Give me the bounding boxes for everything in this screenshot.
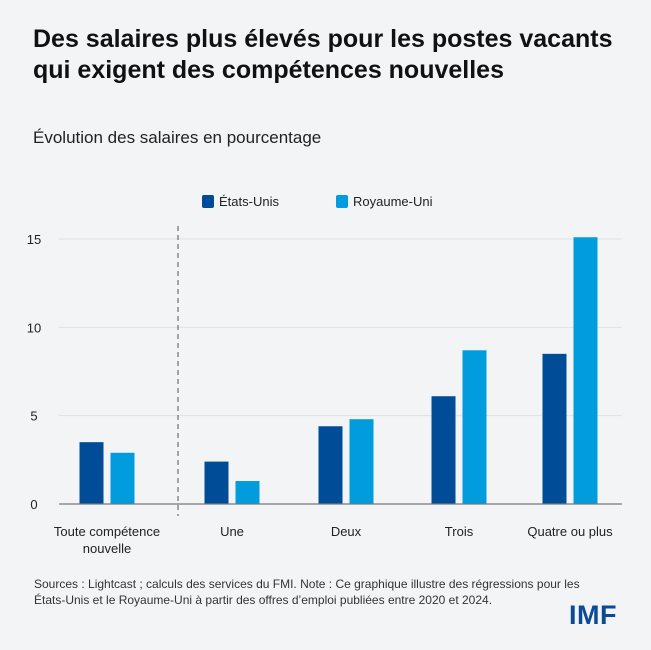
- imf-logo: IMF: [569, 600, 617, 630]
- bar-us: [542, 353, 567, 504]
- source-note: Sources : Lightcast ; calculs des servic…: [34, 577, 580, 607]
- bar-us: [318, 426, 343, 504]
- x-tick-label: Deux: [331, 524, 362, 539]
- legend-swatch-us: [202, 195, 214, 208]
- bar-us: [431, 396, 456, 504]
- chart-subtitle: Évolution des salaires en pourcentage: [33, 128, 322, 147]
- y-tick-label: 0: [30, 497, 37, 512]
- chart-title: Des salaires plus élevés pour les postes…: [33, 25, 613, 84]
- bar-us: [204, 461, 229, 504]
- bar-us: [79, 442, 104, 504]
- bar-uk: [573, 237, 598, 504]
- y-tick-label: 5: [30, 409, 37, 424]
- y-tick-label: 15: [27, 232, 41, 247]
- legend-item-uk: Royaume-Uni: [336, 194, 432, 209]
- legend-item-us: États-Unis: [202, 194, 279, 209]
- bar-uk: [349, 419, 374, 504]
- x-tick-label: Toute compétence nouvelle: [54, 524, 160, 556]
- y-tick-label: 10: [27, 320, 41, 335]
- bar-uk: [235, 481, 260, 504]
- x-tick-label: Quatre ou plus: [527, 524, 613, 539]
- x-tick-label: Trois: [445, 524, 474, 539]
- legend-label-uk: Royaume-Uni: [353, 194, 433, 209]
- legend-swatch-uk: [336, 195, 348, 208]
- legend-label-us: États-Unis: [219, 194, 279, 209]
- x-tick-label: Une: [220, 524, 244, 539]
- bar-uk: [462, 350, 487, 504]
- bar-uk: [110, 452, 135, 504]
